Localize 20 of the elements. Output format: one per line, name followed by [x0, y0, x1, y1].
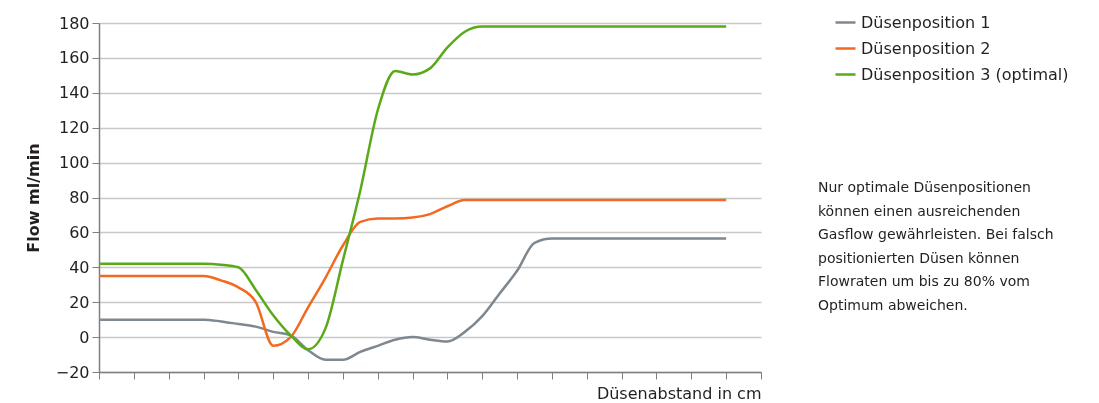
text: Nur optimale Düsenpositionen können einen ausreichenden Gasflow gewährleisten. Bei falsch positionierten Düsen können Flowraten um bis zu 80% vom Optimum abweichen.: [818, 178, 1055, 315]
y-tick-label: 100: [58, 153, 90, 173]
y-tick-label: 180: [58, 13, 90, 33]
legend-label: Düsenposition 3 (optimal): [861, 64, 1069, 84]
y-tick-label: 60: [69, 222, 90, 242]
legend-label: Düsenposition 2: [861, 38, 991, 58]
y-tick-label: 160: [58, 48, 90, 68]
line-series: [97, 198, 728, 348]
line-series: [97, 237, 728, 362]
y-axis-title: Flow ml/min: [23, 143, 43, 253]
legend-label: Düsenposition 1: [861, 12, 991, 32]
y-tick-label: 120: [58, 118, 90, 138]
y-tick-label: 140: [58, 83, 90, 103]
y-tick-label: −20: [55, 362, 90, 382]
y-tick-label: 40: [69, 257, 90, 277]
y-tick-label: 80: [69, 188, 90, 207]
y-tick-label: 0: [79, 327, 90, 347]
line-series: [97, 25, 728, 351]
x-axis-title: Düsenabstand in cm: [596, 383, 762, 403]
y-tick-label: 20: [69, 292, 90, 312]
